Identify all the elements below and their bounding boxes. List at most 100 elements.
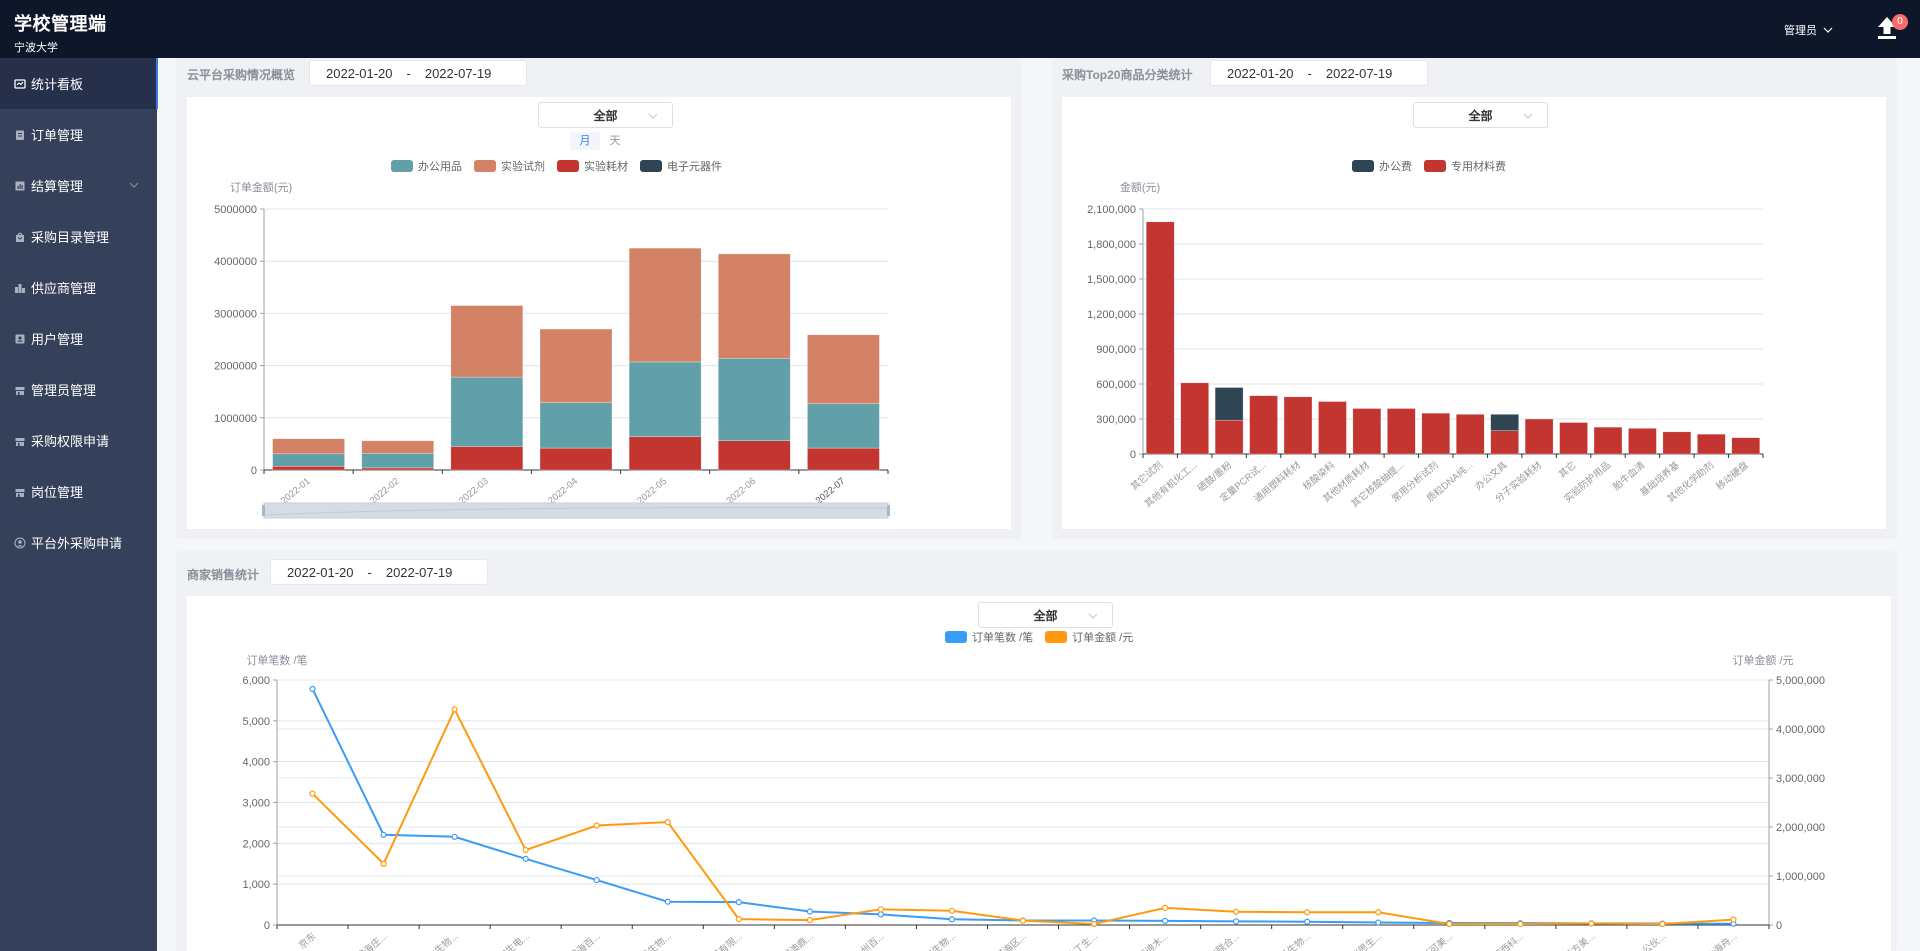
sidebar-item[interactable]: 订单管理 xyxy=(0,109,157,160)
bar-segment xyxy=(1214,419,1244,455)
series-line xyxy=(311,688,1734,925)
y-tick-label-left: 4,000 xyxy=(242,757,270,769)
legend-item[interactable]: 办公用品 xyxy=(391,158,462,174)
granularity-month[interactable]: 月 xyxy=(570,132,600,150)
overview-date-range[interactable]: 2022-01-20 - 2022-07-19 xyxy=(309,60,527,86)
top20-date-range[interactable]: 2022-01-20 - 2022-07-19 xyxy=(1210,60,1428,86)
top20-category-select[interactable]: 全部 xyxy=(1413,102,1548,128)
chevron-down-icon xyxy=(1523,113,1533,119)
bar-segment xyxy=(807,403,880,449)
upload-icon xyxy=(1878,17,1896,39)
sidebar-item-label: 订单管理 xyxy=(31,128,84,143)
bar-segment xyxy=(1214,387,1244,421)
granularity-day[interactable]: 天 xyxy=(609,135,621,147)
x-tick-label: 2022-07 xyxy=(814,476,848,507)
x-tick-label: ...源迪木... xyxy=(1129,930,1171,951)
x-tick-label: ...博海区... xyxy=(987,930,1029,951)
user-menu[interactable]: 管理员 xyxy=(1784,22,1833,38)
sidebar-item-label: 岗位管理 xyxy=(31,485,84,500)
data-point xyxy=(522,855,529,862)
granularity-toggle: 月 天 xyxy=(570,132,630,150)
y-tick-label-left: 1,000 xyxy=(242,879,270,891)
sidebar-item-label: 结算管理 xyxy=(31,179,84,194)
legend-label: 实验试剂 xyxy=(501,161,545,173)
sidebar-item[interactable]: 供应商管理 xyxy=(0,262,157,313)
data-point xyxy=(1588,920,1595,927)
upload-button[interactable] xyxy=(1877,16,1901,42)
chevron-down-icon xyxy=(648,113,658,119)
bar-segment xyxy=(718,358,791,442)
x-tick-label: ...泽生物... xyxy=(1271,930,1313,951)
top20-legend: 办公费 专用材料费 xyxy=(1352,158,1512,174)
data-zoom-slider xyxy=(263,502,889,519)
legend-item[interactable]: 专用材料费 xyxy=(1424,158,1506,174)
sidebar-item[interactable]: 采购权限申请 xyxy=(0,415,157,466)
bar-segment xyxy=(1352,408,1382,455)
overview-category-select[interactable]: 全部 xyxy=(538,102,673,128)
data-point xyxy=(309,685,316,693)
select-value: 全部 xyxy=(1468,108,1493,123)
bar-segment xyxy=(1593,426,1623,455)
data-point xyxy=(1375,909,1382,916)
sidebar-item[interactable]: 岗位管理 xyxy=(0,466,157,517)
y-axis-title: 金额(元) xyxy=(1120,180,1160,194)
sidebar-item-label: 统计看板 xyxy=(31,77,84,92)
sidebar-item[interactable]: 管理员管理 xyxy=(0,364,157,415)
sidebar-item-label: 采购权限申请 xyxy=(31,434,110,449)
upload-count-badge: 0 xyxy=(1892,14,1908,30)
y-axis-title-right: 订单金额 /元 xyxy=(1732,653,1793,667)
legend-swatch xyxy=(474,160,496,172)
sidebar-item[interactable]: 用户管理 xyxy=(0,313,157,364)
legend-item[interactable]: 实验试剂 xyxy=(474,158,545,174)
sidebar-item[interactable]: 采购目录管理 xyxy=(0,211,157,262)
bar-segment xyxy=(1318,401,1347,455)
data-point xyxy=(593,822,600,829)
top20-chart-card xyxy=(1062,97,1886,529)
bar-segment xyxy=(1283,396,1313,455)
sales-date-range[interactable]: 2022-01-20 - 2022-07-19 xyxy=(270,559,488,585)
legend-swatch xyxy=(1352,160,1374,172)
data-point xyxy=(664,819,671,826)
x-tick-label: ...瑞思生... xyxy=(1342,930,1384,951)
date-start: 2022-01-20 xyxy=(326,65,393,81)
sidebar-item[interactable]: 结算管理 xyxy=(0,160,157,211)
bar-segment xyxy=(539,447,613,471)
y-tick-label: 0 xyxy=(251,465,257,477)
bar-segment xyxy=(1524,418,1554,455)
school-name: 宁波大学 xyxy=(14,42,58,54)
legend-item[interactable]: 订单笔数 /笔 xyxy=(945,629,1033,645)
legend-swatch xyxy=(640,160,662,172)
date-end: 2022-07-19 xyxy=(424,65,492,81)
sales-category-select[interactable]: 全部 xyxy=(978,602,1113,628)
x-tick-label: ...山生物... xyxy=(419,930,461,951)
legend-swatch xyxy=(557,160,579,172)
legend-label: 电子元器件 xyxy=(667,161,722,173)
legend-item[interactable]: 实验耗材 xyxy=(557,158,628,174)
sales-title: 商家销售统计 xyxy=(187,568,260,582)
bar-segment xyxy=(272,438,345,455)
sidebar-item[interactable]: 统计看板 xyxy=(0,58,157,109)
legend-swatch xyxy=(1045,631,1068,643)
bar-segment xyxy=(272,453,345,467)
bar-segment xyxy=(1662,431,1692,455)
bar-segment xyxy=(807,447,880,471)
bar-segment xyxy=(1628,428,1657,455)
sidebar-item-label: 用户管理 xyxy=(31,332,84,347)
sidebar-item[interactable]: 平台外采购申请 xyxy=(0,517,157,568)
sidebar-item-label: 供应商管理 xyxy=(31,281,97,296)
legend-swatch xyxy=(391,160,413,172)
data-point xyxy=(1375,919,1382,926)
legend-item[interactable]: 办公费 xyxy=(1352,158,1412,174)
x-tick-label: 2022-04 xyxy=(546,476,580,507)
x-tick-label: ...办公伙... xyxy=(1627,930,1669,951)
bar-segment xyxy=(1180,382,1209,455)
store-icon xyxy=(14,435,26,447)
y-tick-label-right: 1,000,000 xyxy=(1776,871,1825,883)
y-tick-label-right: 2,000,000 xyxy=(1776,822,1825,834)
app-title: 学校管理端 xyxy=(14,14,107,34)
bar-segment xyxy=(1145,221,1175,455)
date-start: 2022-01-20 xyxy=(1227,65,1294,81)
legend-item[interactable]: 电子元器件 xyxy=(640,158,722,174)
legend-item[interactable]: 订单金额 /元 xyxy=(1045,629,1133,645)
sidebar-item-label: 管理员管理 xyxy=(31,383,97,398)
